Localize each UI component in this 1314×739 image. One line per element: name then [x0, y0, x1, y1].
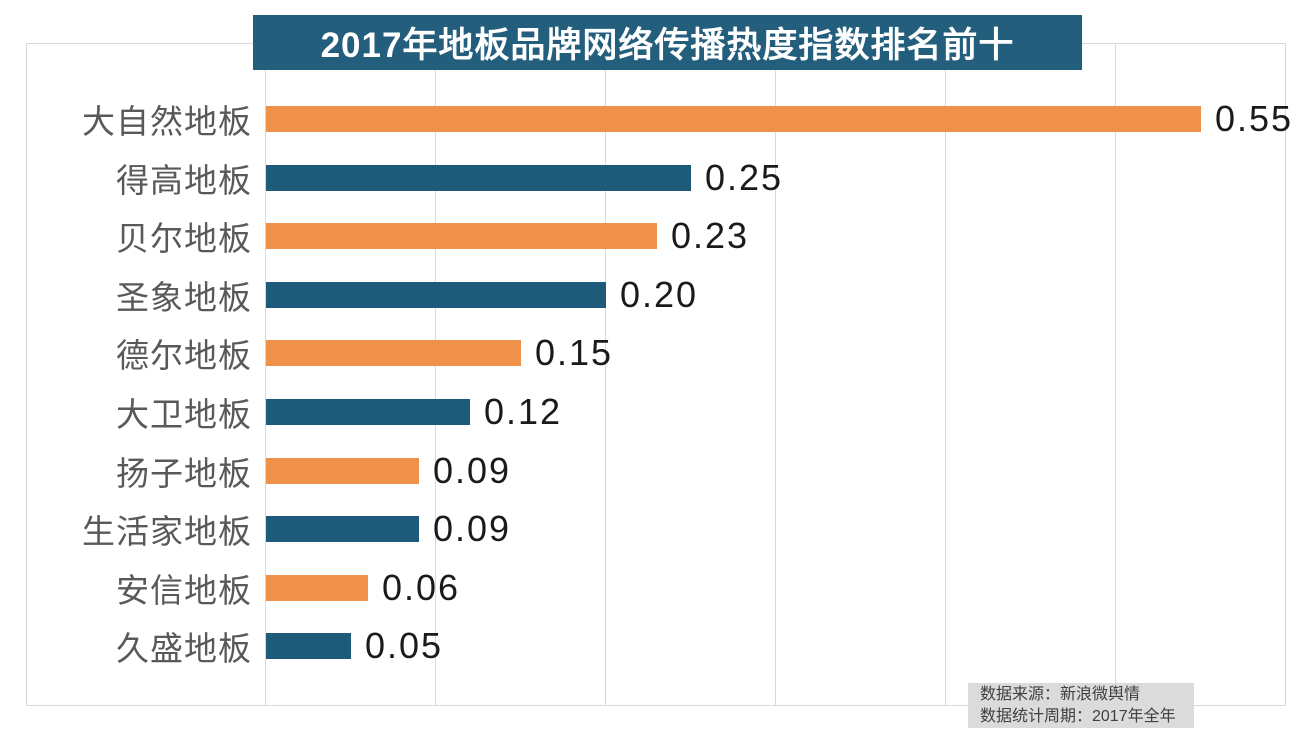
bar	[266, 516, 419, 543]
bar	[266, 281, 606, 308]
grid-line	[1285, 43, 1286, 706]
grid-line	[945, 43, 946, 706]
category-label: 安信地板	[116, 571, 252, 609]
value-label: 0.20	[620, 273, 699, 315]
category-label: 生活家地板	[82, 513, 252, 551]
category-label: 德尔地板	[116, 337, 252, 375]
grid-line	[435, 43, 436, 706]
category-label: 久盛地板	[116, 630, 252, 668]
category-label: 扬子地板	[116, 454, 252, 492]
category-label: 得高地板	[116, 161, 252, 199]
bar	[266, 106, 1201, 132]
grid-line	[265, 43, 266, 706]
bar	[266, 457, 419, 484]
source-note-line-2: 数据统计周期：2017年全年	[980, 708, 1176, 725]
value-label: 0.09	[433, 508, 512, 550]
value-label: 0.05	[365, 625, 444, 667]
category-label: 大自然地板	[82, 103, 252, 140]
value-label: 0.25	[705, 156, 784, 198]
value-label: 0.23	[671, 215, 750, 257]
source-note-line-1: 数据来源：新浪微舆情	[980, 686, 1141, 703]
chart-title: 2017年地板品牌网络传播热度指数排名前十	[253, 15, 1082, 70]
grid-line	[775, 43, 776, 706]
bar	[266, 633, 351, 660]
bar	[266, 164, 691, 191]
bar	[266, 223, 657, 250]
value-label: 0.09	[433, 449, 512, 491]
bar	[266, 399, 470, 425]
value-label: 0.12	[484, 391, 563, 432]
bar	[266, 574, 368, 601]
bar	[266, 340, 521, 367]
value-label: 0.15	[535, 332, 614, 374]
category-label: 贝尔地板	[116, 220, 252, 258]
category-label: 圣象地板	[116, 278, 252, 316]
source-note: 数据来源：新浪微舆情 数据统计周期：2017年全年	[968, 683, 1194, 728]
grid-line	[605, 43, 606, 706]
grid-line	[1115, 43, 1116, 706]
category-label: 大卫地板	[116, 396, 252, 433]
value-label: 0.06	[382, 566, 461, 608]
chart-title-text: 2017年地板品牌网络传播热度指数排名前十	[320, 26, 1015, 65]
value-label: 0.55	[1215, 98, 1294, 139]
